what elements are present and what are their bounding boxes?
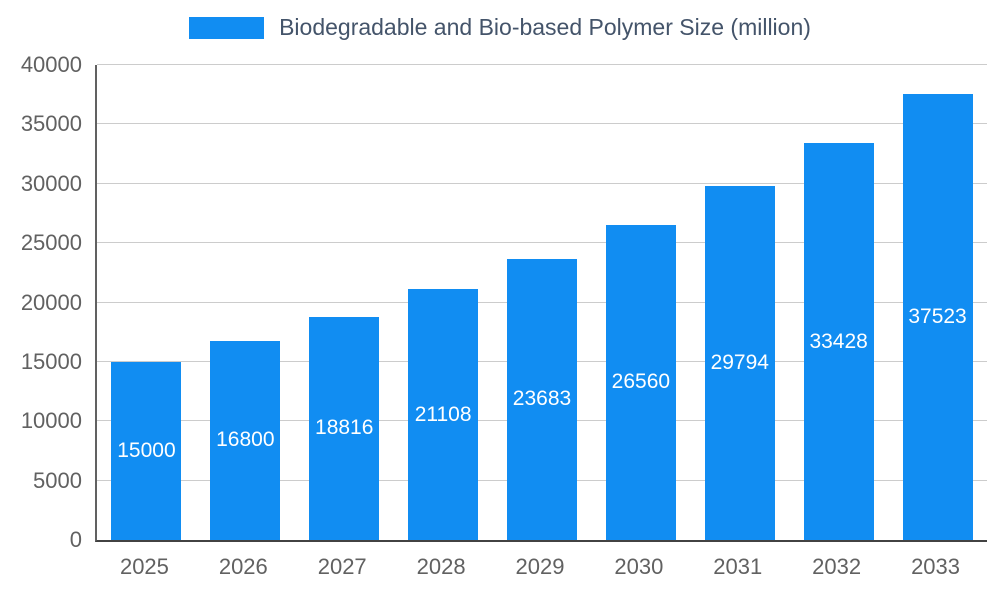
x-axis-label: 2025 xyxy=(119,554,169,579)
bar: 37523 xyxy=(902,94,973,540)
bar: 33428 xyxy=(803,143,874,540)
bar-value-label: 15000 xyxy=(117,438,176,462)
x-axis-label: 2030 xyxy=(614,554,664,579)
y-axis-label: 35000 xyxy=(20,111,82,137)
x-axis-label: 2029 xyxy=(515,554,565,579)
grid-line xyxy=(97,242,987,244)
y-axis-label: 20000 xyxy=(20,289,82,315)
bar: 15000 xyxy=(111,361,182,540)
y-axis-label: 40000 xyxy=(20,52,82,77)
y-axis-label: 30000 xyxy=(20,170,82,196)
bar-value-label: 33428 xyxy=(809,329,868,353)
x-axis-label: 2031 xyxy=(713,554,763,579)
bar-value-label: 21108 xyxy=(414,402,472,426)
x-axis-label: 2033 xyxy=(911,554,961,579)
plot-area: 15000 16800 18816 21108 23683 26560 29794 33428… xyxy=(95,64,987,542)
bar-value-label: 16800 xyxy=(216,428,275,452)
grid-line xyxy=(97,64,987,65)
chart-title: Biodegradable and Bio-based Polymer Size… xyxy=(279,14,811,40)
grid-line xyxy=(97,182,987,184)
y-axis-label: 0 xyxy=(69,527,82,552)
x-axis-label: 2027 xyxy=(317,554,367,579)
x-axis-label: 2026 xyxy=(218,554,268,579)
x-axis-label: 2028 xyxy=(416,554,466,579)
bar-value-label: 26560 xyxy=(611,370,671,394)
y-axis-label: 5000 xyxy=(33,467,82,493)
bar-value-label: 18816 xyxy=(315,416,374,440)
legend-swatch xyxy=(189,16,265,39)
bar: 18816 xyxy=(309,316,380,540)
bar-value-label: 29794 xyxy=(710,351,769,375)
y-axis-label: 15000 xyxy=(20,348,82,374)
bar: 23683 xyxy=(507,258,577,540)
x-axis-label: 2032 xyxy=(812,554,862,579)
y-axis-label: 25000 xyxy=(20,230,82,256)
bar-value-label: 23683 xyxy=(512,387,572,411)
bar: 29794 xyxy=(704,186,775,540)
bar: 26560 xyxy=(605,224,676,540)
y-axis-label: 10000 xyxy=(20,408,82,434)
bar: 21108 xyxy=(408,289,479,540)
bar: 16800 xyxy=(210,340,281,540)
grid-line xyxy=(97,123,987,125)
bar-value-label: 37523 xyxy=(908,305,967,329)
chart-legend: Biodegradable and Bio-based Polymer Size… xyxy=(0,14,1000,41)
